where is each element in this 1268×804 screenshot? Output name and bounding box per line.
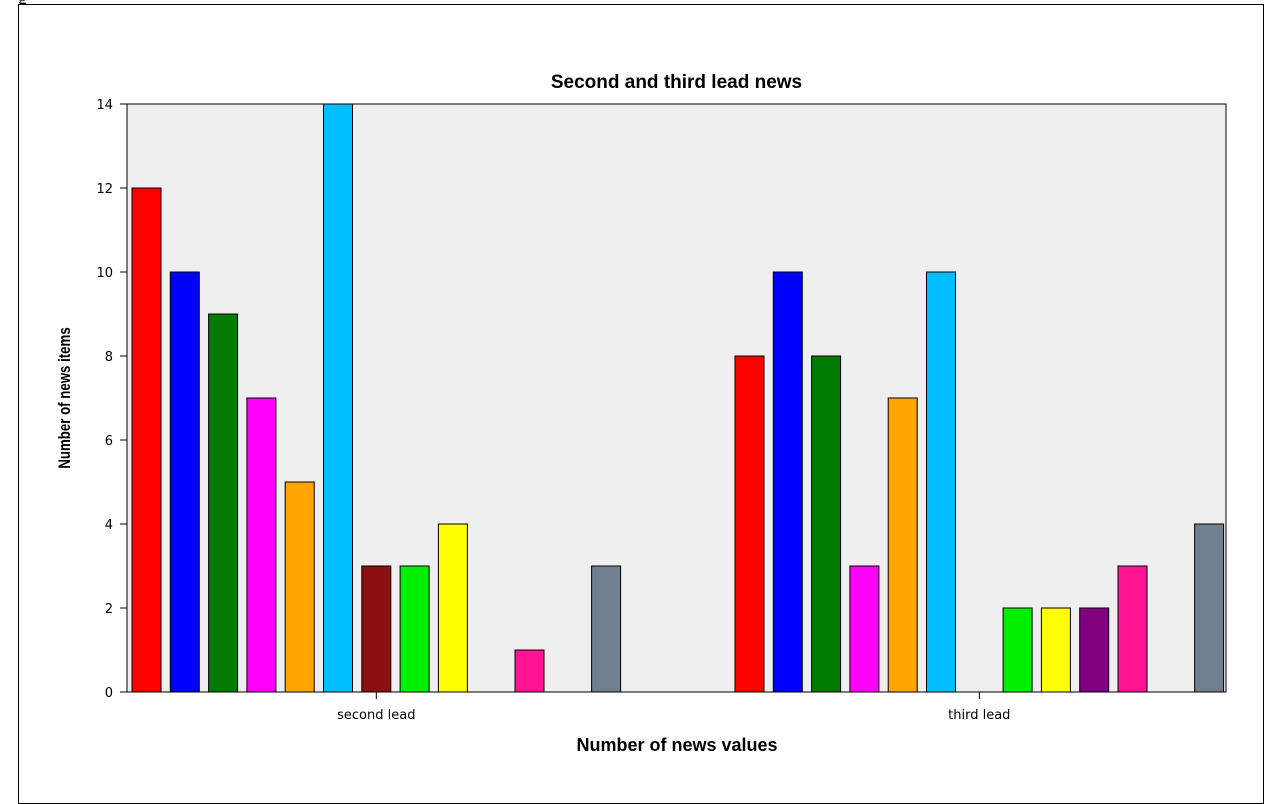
bar-2-6 bbox=[926, 271, 956, 693]
bar-1-6 bbox=[323, 103, 353, 693]
y-tick-label: 10 bbox=[96, 266, 113, 281]
bar-2-5 bbox=[887, 397, 918, 693]
bar-2-8 bbox=[1002, 607, 1033, 693]
bar-2-1 bbox=[734, 355, 765, 693]
x-axis-title: Number of news values bbox=[576, 735, 777, 755]
bar-1-7 bbox=[361, 565, 392, 693]
x-tick-label: third lead bbox=[948, 708, 1010, 723]
y-tick-label: 14 bbox=[96, 98, 113, 113]
y-tick-label: 2 bbox=[105, 602, 113, 617]
chart-title: Second and third lead news bbox=[551, 72, 802, 93]
bar-2-10 bbox=[1079, 607, 1110, 693]
y-tick-label: 6 bbox=[105, 434, 113, 449]
y-tick-label: 12 bbox=[96, 182, 113, 197]
bar-1-3 bbox=[208, 313, 239, 693]
bars-group bbox=[131, 103, 1225, 693]
bar-2-13 bbox=[1194, 523, 1225, 693]
axes-group: 0 2 4 6 8 10 12 14 second lead third lead bbox=[96, 98, 1226, 723]
bar-2-9 bbox=[1040, 607, 1071, 693]
bar-2-11 bbox=[1117, 565, 1148, 693]
x-tick-label: second lead bbox=[337, 708, 415, 723]
bar-1-9 bbox=[437, 523, 468, 693]
bar-1-1 bbox=[131, 187, 162, 693]
y-tick-label: 0 bbox=[105, 686, 113, 701]
y-tick-label: 4 bbox=[105, 518, 113, 533]
bar-1-2 bbox=[169, 271, 200, 693]
bar-2-2 bbox=[772, 271, 803, 693]
bar-1-8 bbox=[399, 565, 430, 693]
bar-1-4 bbox=[246, 397, 277, 693]
bar-2-4 bbox=[849, 565, 880, 693]
y-tick-label: 8 bbox=[105, 350, 113, 365]
bar-1-5 bbox=[284, 481, 315, 693]
bar-2-3 bbox=[811, 355, 842, 693]
bar-1-13 bbox=[591, 565, 622, 693]
bar-1-11 bbox=[514, 649, 545, 693]
y-axis-title: Number of news items bbox=[56, 327, 75, 468]
